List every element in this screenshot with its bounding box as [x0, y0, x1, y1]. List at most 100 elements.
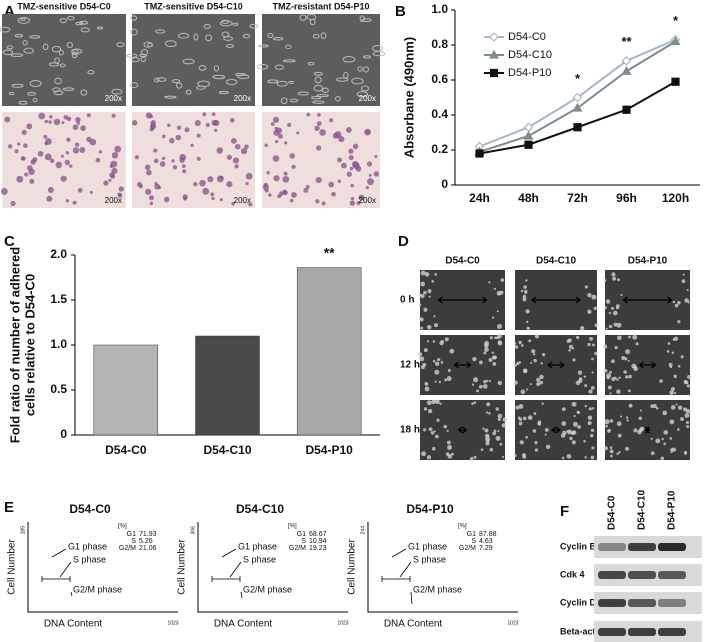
- cell: [616, 421, 622, 427]
- cell: [432, 359, 436, 363]
- stained-cell: [351, 160, 359, 168]
- stained-cell: [190, 143, 194, 147]
- cell: [650, 437, 653, 440]
- cell: [670, 448, 673, 452]
- cell: [523, 285, 527, 289]
- cell: [438, 380, 442, 384]
- cell: [536, 381, 541, 387]
- cell: [609, 370, 613, 374]
- stained-cell: [16, 175, 24, 183]
- stained-cell: [358, 194, 365, 201]
- cell: [590, 455, 595, 460]
- cell: [478, 384, 483, 389]
- stained-cell: [45, 138, 52, 145]
- cell: [587, 420, 592, 426]
- cell: [520, 289, 524, 293]
- phase-name: S: [131, 538, 136, 545]
- phase-name: G2/M: [119, 545, 136, 552]
- stained-cell: [321, 201, 326, 206]
- cell: [522, 416, 527, 421]
- bar: [93, 344, 159, 436]
- stained-cell: [46, 195, 53, 202]
- cell: [531, 349, 536, 354]
- cell: [494, 336, 498, 340]
- cell: [32, 97, 38, 103]
- gap-arrow: [622, 296, 673, 304]
- cell: [561, 407, 566, 411]
- cell: [491, 316, 495, 319]
- stained-cell: [44, 153, 52, 161]
- cell: [116, 42, 125, 48]
- cell: [583, 439, 586, 443]
- cell: [609, 392, 612, 395]
- column-title: D54-P10: [628, 256, 668, 267]
- cell: [342, 56, 356, 63]
- cell: [447, 445, 452, 450]
- cell: [440, 361, 444, 364]
- cell: [663, 442, 667, 446]
- phase-label: G2/M phase: [413, 584, 462, 594]
- cell: [316, 94, 329, 98]
- stained-cell: [89, 190, 93, 194]
- cell: [320, 32, 327, 39]
- cell: [153, 77, 160, 83]
- stained-cell: [366, 161, 373, 167]
- cell: [130, 28, 138, 36]
- cell: [143, 41, 153, 48]
- legend-marker: [489, 68, 499, 78]
- cell: [435, 399, 440, 405]
- cell: [584, 384, 588, 388]
- lane-label: D54-C0: [607, 495, 618, 530]
- cell: [608, 324, 613, 329]
- cell: [495, 435, 501, 441]
- cell: [561, 456, 565, 460]
- cell: [677, 405, 683, 410]
- stained-cell: [77, 187, 83, 193]
- cell: [444, 337, 449, 342]
- y-tick-label: 0: [60, 427, 67, 441]
- cell: [221, 31, 230, 38]
- data-point: [572, 102, 583, 112]
- stained-cell: [7, 144, 13, 149]
- data-point: [621, 66, 632, 75]
- cell: [500, 278, 505, 282]
- cell: [488, 281, 491, 284]
- phase-pointer: [229, 561, 242, 578]
- gap-arrow: [644, 426, 651, 434]
- cell: [476, 389, 480, 393]
- cell: [621, 356, 626, 361]
- stained-cell: [270, 122, 275, 126]
- cell: [434, 273, 438, 276]
- cell: [663, 430, 669, 435]
- cell: [611, 272, 616, 277]
- cell: [660, 456, 665, 461]
- stained-cell: [134, 155, 140, 160]
- cell: [677, 364, 681, 368]
- phase-pointer: [59, 561, 72, 578]
- cell: [433, 430, 436, 433]
- cell: [446, 376, 452, 382]
- stained-cell: [72, 124, 79, 131]
- cell: [650, 404, 655, 409]
- cell: [684, 380, 689, 385]
- stained-cell: [43, 134, 48, 139]
- cell: [482, 384, 488, 389]
- stained-cell: [137, 182, 143, 188]
- phase-name: G1: [127, 531, 136, 538]
- cell: [659, 379, 663, 383]
- cell: [616, 378, 619, 381]
- cell: [568, 348, 571, 352]
- y-axis-label: Cell Number: [347, 539, 358, 595]
- cell: [539, 374, 544, 380]
- protein-label: Cyclin D1: [560, 597, 601, 607]
- cell: [497, 430, 500, 433]
- stained-cell: [161, 134, 166, 139]
- cell: [424, 381, 429, 386]
- stained-cell: [14, 149, 19, 154]
- stained-cell: [169, 137, 175, 144]
- cell: [513, 342, 517, 345]
- band: [628, 543, 656, 551]
- cell: [423, 290, 427, 295]
- stained-cell: [98, 150, 102, 154]
- stained-cell: [279, 191, 284, 196]
